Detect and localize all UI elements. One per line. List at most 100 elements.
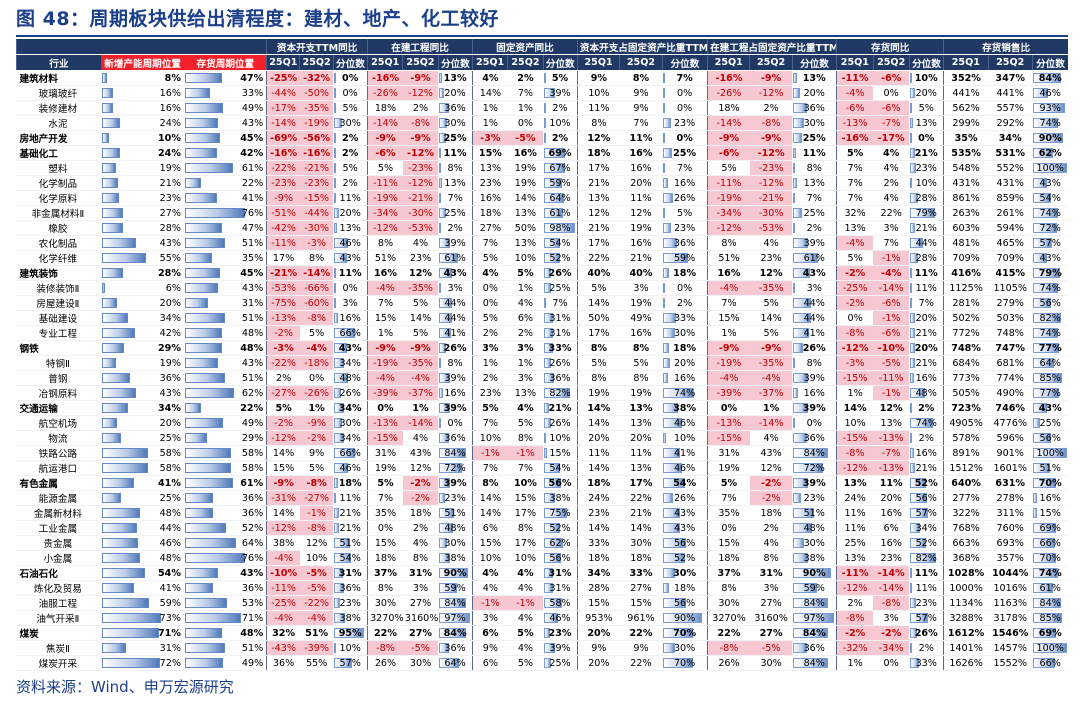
value-cell: -35% [749, 280, 793, 296]
percentile-value: 20% [803, 87, 825, 99]
inventory-position-cell: 49% [183, 655, 267, 671]
percentile-cell: 11% [333, 190, 368, 206]
percentile-cell: 28% [909, 190, 944, 206]
value-cell: 441% [988, 85, 1033, 101]
percentile-value: 11% [915, 582, 937, 594]
value-cell: 5% [619, 355, 663, 371]
value-cell: -12% [266, 520, 300, 536]
value-cell: -16% [299, 145, 334, 161]
sub-header: 25Q2 [872, 54, 910, 71]
value-cell: 4% [507, 580, 544, 596]
sub-industry-row: 特钢Ⅱ 19% 43% -22% -18% 34% -19% -35% 8% 1% 1% 26% 5% 5… [16, 355, 1068, 371]
percentile-value: 57% [915, 507, 937, 519]
percentile-bar [910, 493, 928, 503]
percentile-bar [663, 538, 687, 548]
value-cell: 7% [873, 235, 910, 251]
industry-name: 石油石化 [16, 565, 102, 581]
percentile-value: 26% [802, 342, 826, 354]
percentile-bar [544, 373, 555, 383]
capacity-position-cell: 16% [101, 100, 184, 116]
group-header: 在建工程占固定资产比重TTM [707, 39, 837, 55]
value-cell: 12% [749, 460, 793, 476]
percentile-bar [793, 373, 809, 383]
percentile-bar [663, 148, 673, 158]
value-cell: -8% [299, 475, 334, 491]
position-bar [184, 433, 207, 443]
percentile-value: 0% [676, 87, 693, 99]
position-value: 29% [157, 342, 181, 354]
value-cell: 505% [943, 385, 989, 401]
percentile-cell: 23% [438, 490, 473, 506]
value-cell: -13% [707, 415, 750, 431]
percentile-value: 2% [342, 132, 359, 144]
percentile-bar [793, 268, 811, 278]
value-cell: -19% [707, 355, 750, 371]
capacity-position-header: 新增产能周期位置 [100, 54, 184, 71]
value-cell: 1134% [943, 595, 989, 611]
percentile-value: 56% [548, 477, 572, 489]
percentile-value: 74% [1039, 282, 1061, 294]
percentile-bar [910, 403, 913, 413]
position-bar [184, 658, 224, 668]
industry-name: 焦炭Ⅱ [16, 640, 102, 656]
value-cell: -2% [299, 430, 334, 446]
percentile-bar [793, 508, 814, 518]
position-bar [184, 103, 224, 113]
percentile-bar [439, 643, 450, 653]
value-cell: 548% [943, 160, 989, 176]
percentile-bar [793, 628, 829, 638]
percentile-bar [1033, 658, 1055, 668]
value-cell: 12% [299, 535, 334, 551]
value-cell: -2% [749, 490, 793, 506]
value-cell: 431% [988, 175, 1033, 191]
value-cell: 20% [576, 655, 620, 671]
percentile-bar [910, 358, 916, 368]
value-cell: 31% [707, 445, 750, 461]
percentile-cell: 64% [438, 655, 473, 671]
percentile-cell: 2% [909, 400, 944, 416]
industry-name: 煤炭 [16, 625, 102, 641]
percentile-cell: 56% [1032, 295, 1068, 311]
value-cell: 281% [943, 295, 989, 311]
value-cell: 2% [836, 595, 874, 611]
value-cell: 3% [471, 610, 508, 626]
percentile-cell: 75% [543, 505, 578, 521]
percentile-bar [1033, 223, 1058, 233]
percentile-cell: 5% [333, 160, 368, 176]
value-cell: 11% [576, 445, 620, 461]
percentile-bar [910, 628, 918, 638]
percentile-value: 2% [676, 297, 693, 309]
percentile-bar [334, 463, 348, 473]
position-value: 53% [241, 597, 264, 609]
percentile-value: 46% [673, 417, 696, 429]
value-cell: -13% [836, 115, 874, 131]
value-cell: 5% [836, 145, 874, 161]
percentile-bar [663, 208, 666, 218]
percentile-cell: 2% [543, 130, 578, 146]
value-cell: 503% [988, 310, 1033, 326]
percentile-value: 8% [806, 162, 822, 174]
value-cell: 6% [471, 655, 508, 671]
percentile-value: 38% [673, 402, 697, 414]
value-cell: 2% [749, 100, 793, 116]
percentile-cell: 31% [543, 325, 578, 341]
percentile-cell: 7% [543, 295, 578, 311]
percentile-cell: 15% [543, 445, 578, 461]
value-cell: -37% [749, 385, 793, 401]
position-value: 52% [241, 522, 264, 534]
percentile-bar [439, 523, 454, 533]
sub-industry-row: 农化制品 43% 51% -11% -3% 46% 8% 4% 39% 7% 13% 54% 17% 16… [16, 235, 1068, 251]
sub-header: 25Q2 [507, 54, 544, 71]
industry-name: 基础建设 [16, 310, 102, 326]
percentile-value: 30% [444, 537, 466, 549]
position-bar [184, 328, 223, 338]
position-value: 62% [241, 387, 264, 399]
percentile-value: 97% [444, 612, 466, 624]
percentile-value: 33% [673, 312, 696, 324]
percentile-cell: 18% [662, 340, 708, 356]
industry-name: 贵金属 [16, 535, 102, 551]
percentile-value: 38% [444, 552, 466, 564]
value-cell: -6% [873, 100, 910, 116]
value-cell: 502% [943, 310, 989, 326]
percentile-value: 0% [342, 282, 358, 294]
